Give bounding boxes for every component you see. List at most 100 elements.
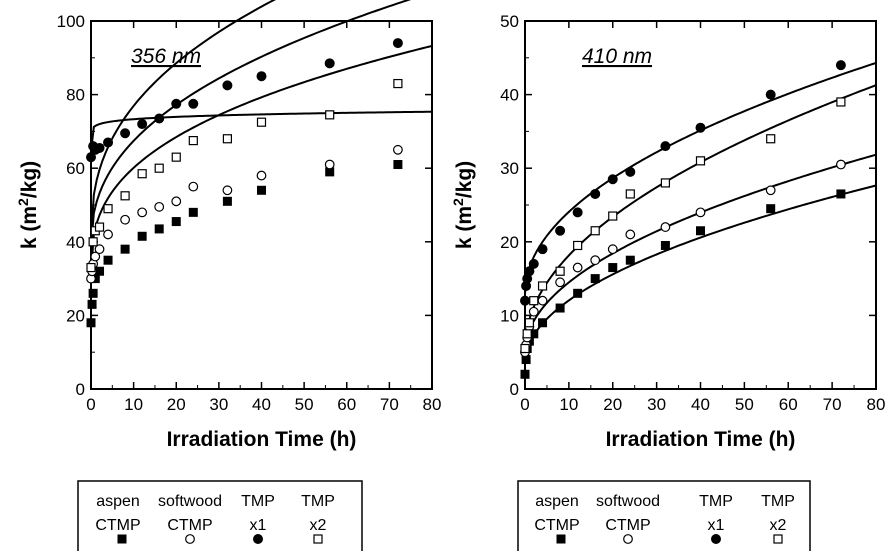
data-point — [590, 274, 600, 284]
data-point — [94, 222, 105, 232]
data-point — [555, 303, 565, 313]
data-point — [660, 222, 671, 232]
data-point — [86, 152, 96, 163]
x-tick-label: 80 — [423, 395, 442, 414]
legend-marker — [623, 534, 633, 544]
legend-label-line2: CTMP — [605, 517, 650, 534]
data-point — [573, 288, 583, 298]
data-point — [393, 144, 403, 155]
data-point — [103, 204, 113, 214]
y-tick-label: 20 — [500, 233, 519, 252]
data-point — [154, 113, 165, 124]
chart-410nm: 0 10 20 30 40 50 60 70 80 0 10 20 30 40 50 Irradiation … — [450, 12, 885, 451]
y-tick-label: 100 — [57, 12, 85, 31]
y-tick-label: 60 — [66, 159, 85, 178]
data-point — [256, 170, 267, 181]
data-point — [325, 110, 335, 120]
y-axis-label: k (m2/kg) — [15, 161, 41, 249]
x-tick-label: 20 — [167, 395, 186, 414]
legend-marker — [773, 534, 783, 544]
legend-label-line1: aspen — [535, 493, 579, 510]
data-point — [188, 136, 198, 146]
x-tick-label: 40 — [252, 395, 271, 414]
data-point — [324, 159, 335, 170]
data-point — [257, 185, 266, 195]
data-point — [555, 225, 566, 236]
series-2 — [86, 144, 403, 284]
legend-label-line1: TMP — [241, 493, 275, 510]
data-point — [188, 181, 199, 192]
data-point — [103, 229, 113, 240]
x-tick-label: 80 — [867, 395, 886, 414]
x-tick-label: 40 — [691, 395, 710, 414]
data-point — [94, 244, 105, 255]
data-point — [520, 295, 530, 306]
wavelength-annotation: 356 nm — [131, 45, 201, 68]
data-point — [522, 329, 532, 339]
y-tick-label: 50 — [500, 12, 519, 31]
data-point — [120, 191, 130, 201]
data-point — [537, 244, 548, 255]
data-point — [696, 226, 705, 236]
legend-marker — [185, 534, 195, 544]
data-point — [120, 214, 130, 225]
data-point — [222, 196, 232, 206]
fit-curve-series-4 — [90, 0, 276, 241]
data-point — [88, 237, 98, 247]
legend-right: aspen CTMP softwood CTMP TMP x1 TMP x2 — [517, 480, 811, 551]
fit-curve-series-1 — [90, 44, 433, 274]
data-point — [120, 128, 131, 139]
x-tick-label: 30 — [209, 395, 228, 414]
data-point — [765, 185, 776, 196]
data-point — [256, 71, 267, 82]
series-2 — [520, 159, 846, 358]
data-point — [836, 97, 846, 107]
legend-label-line2: CTMP — [95, 517, 140, 534]
data-point — [520, 343, 530, 354]
x-tick-label: 50 — [735, 395, 754, 414]
x-tick-label: 50 — [295, 395, 314, 414]
y-tick-label: 80 — [66, 86, 85, 105]
data-point — [137, 207, 148, 218]
data-point — [766, 134, 776, 144]
data-point — [572, 262, 583, 273]
x-tick-label: 70 — [823, 395, 842, 414]
data-point — [695, 207, 706, 218]
y-tick-label: 0 — [510, 380, 519, 399]
data-point — [88, 288, 98, 298]
x-tick-label: 60 — [779, 395, 798, 414]
data-point — [590, 226, 600, 236]
data-point — [608, 263, 618, 273]
data-point — [222, 185, 233, 196]
fit-curve-series-2 — [90, 0, 412, 248]
data-point — [137, 169, 147, 179]
data-point — [90, 251, 101, 262]
data-point — [94, 142, 105, 153]
data-point — [188, 98, 199, 109]
data-point — [524, 266, 535, 277]
legend-label-line2: x2 — [770, 517, 787, 534]
legend-marker — [117, 534, 127, 544]
data-point — [660, 141, 671, 152]
data-point — [625, 189, 635, 199]
data-point — [625, 229, 636, 240]
data-point — [392, 38, 403, 49]
legend-label-line1: aspen — [96, 493, 140, 510]
data-point — [137, 119, 148, 130]
data-point — [120, 244, 130, 254]
x-tick-label: 30 — [647, 395, 666, 414]
data-point — [660, 240, 670, 250]
chart-356nm: 0 10 20 30 40 50 60 70 80 0 20 40 60 80 100 Irradiation… — [15, 0, 441, 451]
data-point — [608, 211, 618, 221]
series-3 — [86, 38, 403, 163]
legend-box — [517, 480, 811, 551]
series-1 — [520, 189, 846, 379]
data-point — [537, 281, 548, 291]
data-point — [171, 152, 181, 162]
data-point — [520, 369, 530, 379]
y-tick-label: 40 — [66, 233, 85, 252]
data-point — [695, 122, 706, 133]
legend-marker — [253, 534, 263, 544]
data-point — [555, 266, 565, 276]
